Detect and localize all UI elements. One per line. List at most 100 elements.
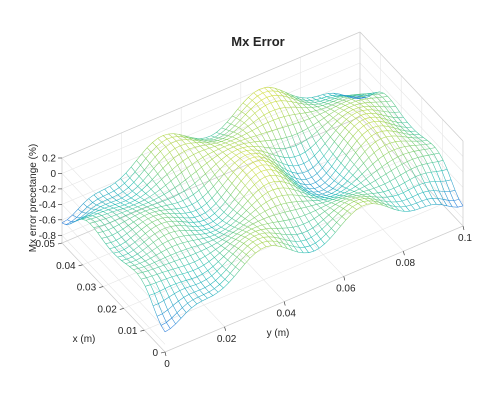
mesh-segment <box>311 106 318 108</box>
mesh-segment <box>120 241 126 246</box>
mesh-segment <box>105 242 111 244</box>
mesh-segment <box>246 228 252 233</box>
mesh-segment <box>228 135 233 138</box>
mesh-segment <box>126 233 132 239</box>
mesh-segment <box>364 117 371 120</box>
mesh-segment <box>153 214 159 217</box>
mesh-segment <box>306 177 312 180</box>
mesh-segment <box>104 222 110 225</box>
mesh-segment <box>398 117 403 124</box>
mesh-segment <box>199 256 206 260</box>
mesh-segment <box>339 127 346 135</box>
mesh-segment <box>199 287 206 291</box>
mesh-segment <box>122 208 128 212</box>
mesh-segment <box>329 114 334 119</box>
mesh-segment <box>376 113 383 116</box>
mesh-segment <box>196 273 203 277</box>
mesh-segment <box>337 94 343 96</box>
mesh-segment <box>309 242 316 247</box>
mesh-segment <box>203 217 210 221</box>
mesh-segment <box>226 263 232 270</box>
mesh-segment <box>365 196 371 199</box>
mesh-segment <box>151 219 158 223</box>
mesh-segment <box>200 145 205 151</box>
mesh-segment <box>134 263 141 266</box>
mesh-segment <box>322 193 327 196</box>
mesh-segment <box>355 115 362 119</box>
mesh-segment <box>238 166 243 171</box>
mesh-segment <box>406 127 411 132</box>
mesh-segment <box>187 270 194 273</box>
mesh-segment <box>383 125 388 131</box>
mesh-segment <box>177 136 182 141</box>
mesh-segment <box>219 279 226 285</box>
mesh-segment <box>161 221 167 224</box>
mesh-segment <box>89 223 94 228</box>
mesh-segment <box>186 307 192 313</box>
mesh-segment <box>176 207 182 210</box>
mesh-segment <box>98 226 104 232</box>
mesh-segment <box>250 108 256 114</box>
mesh-segment <box>258 185 264 191</box>
mesh-segment <box>374 106 379 111</box>
mesh-segment <box>209 217 214 222</box>
mesh-segment <box>400 140 405 147</box>
mesh-segment <box>166 249 171 256</box>
mesh-segment <box>376 196 381 201</box>
mesh-segment <box>363 125 368 131</box>
mesh-segment <box>149 233 155 239</box>
mesh-segment <box>116 200 121 204</box>
mesh-segment <box>293 122 299 125</box>
mesh-segment <box>330 136 335 142</box>
mesh-segment <box>149 211 155 214</box>
mesh-segment <box>251 249 256 254</box>
mesh-segment <box>339 206 344 209</box>
mesh-segment <box>287 124 294 127</box>
mesh-segment <box>432 162 437 172</box>
mesh-segment <box>340 191 345 194</box>
mesh-segment <box>315 142 321 151</box>
mesh-segment <box>72 214 77 218</box>
mesh-segment <box>323 185 330 190</box>
mesh-segment <box>194 147 200 153</box>
mesh-segment <box>350 100 356 104</box>
mesh-segment <box>384 203 389 208</box>
mesh-segment <box>233 172 238 177</box>
mesh-segment <box>258 146 265 148</box>
mesh-segment <box>340 124 346 129</box>
mesh-segment <box>154 151 161 158</box>
mesh-segment <box>162 216 169 219</box>
mesh-segment <box>296 232 303 235</box>
mesh-segment <box>387 130 393 132</box>
mesh-segment <box>293 165 299 167</box>
mesh-segment <box>336 120 342 125</box>
mesh-segment <box>324 136 331 144</box>
mesh-segment <box>264 211 270 217</box>
mesh-segment <box>274 214 279 222</box>
mesh-segment <box>372 109 378 115</box>
mesh-segment <box>209 146 215 149</box>
mesh-segment <box>360 115 366 120</box>
mesh-segment <box>296 96 302 98</box>
mesh-segment <box>212 291 219 296</box>
mesh-segment <box>333 101 338 103</box>
mesh-segment <box>311 205 316 211</box>
mesh-segment <box>279 108 285 117</box>
mesh-segment <box>340 162 346 168</box>
mesh-segment <box>289 210 295 219</box>
mesh-segment <box>278 155 284 158</box>
mesh-segment <box>320 131 327 138</box>
mesh-segment <box>307 190 314 193</box>
mesh-segment <box>298 165 303 174</box>
mesh-segment <box>373 186 380 189</box>
mesh-segment <box>414 176 420 185</box>
mesh-segment <box>263 114 269 123</box>
mesh-segment <box>193 190 199 195</box>
mesh-segment <box>157 219 162 224</box>
mesh-segment <box>392 196 397 203</box>
mesh-segment <box>206 197 213 204</box>
mesh-segment <box>312 167 318 174</box>
mesh-segment <box>361 98 367 101</box>
mesh-segment <box>164 285 171 289</box>
mesh-segment <box>132 190 137 195</box>
